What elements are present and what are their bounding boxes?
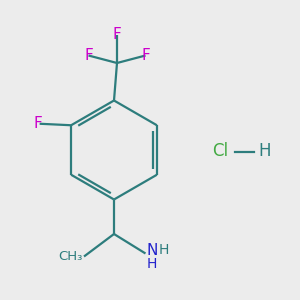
Text: H: H (159, 244, 169, 257)
Text: H: H (147, 257, 158, 271)
Text: N: N (147, 243, 158, 258)
Text: F: F (112, 27, 122, 42)
Text: F: F (34, 116, 43, 131)
Text: H: H (259, 142, 271, 160)
Text: F: F (84, 48, 93, 63)
Text: Cl: Cl (212, 142, 229, 160)
Text: CH₃: CH₃ (58, 250, 82, 263)
Text: F: F (141, 48, 150, 63)
